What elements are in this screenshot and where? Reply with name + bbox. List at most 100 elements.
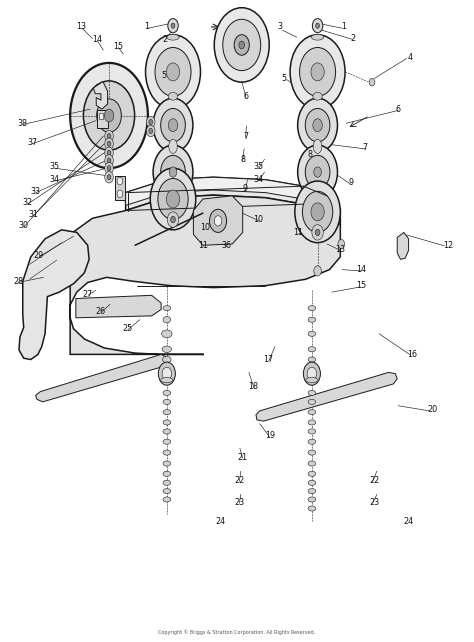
Circle shape: [311, 203, 324, 221]
Circle shape: [303, 362, 320, 385]
Circle shape: [314, 266, 321, 276]
Circle shape: [313, 119, 322, 132]
Text: 22: 22: [235, 476, 245, 485]
Text: 10: 10: [253, 215, 264, 224]
Text: 36: 36: [221, 241, 232, 250]
Text: 4: 4: [408, 53, 412, 62]
Circle shape: [169, 167, 177, 177]
Circle shape: [171, 23, 175, 28]
Bar: [97, 110, 108, 128]
Text: Copyright © Briggs & Stratton Corporation. All Rights Reserved.: Copyright © Briggs & Stratton Corporatio…: [158, 630, 316, 635]
Circle shape: [305, 155, 330, 189]
Circle shape: [107, 141, 111, 146]
Ellipse shape: [163, 471, 171, 476]
Circle shape: [83, 81, 135, 150]
Text: 6: 6: [243, 92, 248, 101]
Text: 33: 33: [30, 187, 41, 196]
Ellipse shape: [308, 357, 316, 362]
Circle shape: [311, 63, 324, 81]
Ellipse shape: [167, 34, 179, 40]
Circle shape: [153, 145, 193, 199]
Ellipse shape: [163, 429, 171, 434]
Ellipse shape: [308, 429, 316, 434]
Text: 14: 14: [92, 35, 102, 44]
Ellipse shape: [308, 306, 316, 311]
Circle shape: [312, 19, 323, 33]
Text: 9: 9: [243, 184, 248, 193]
Text: 16: 16: [407, 350, 418, 359]
Polygon shape: [93, 82, 108, 109]
Text: 20: 20: [427, 405, 438, 414]
Circle shape: [223, 19, 261, 71]
Circle shape: [105, 171, 113, 183]
Circle shape: [369, 78, 375, 86]
Ellipse shape: [308, 317, 316, 322]
Ellipse shape: [163, 317, 171, 323]
Ellipse shape: [162, 330, 172, 338]
Circle shape: [158, 362, 175, 385]
Ellipse shape: [163, 497, 171, 502]
Ellipse shape: [308, 439, 316, 444]
Circle shape: [107, 166, 111, 171]
Text: 24: 24: [215, 517, 226, 526]
Circle shape: [167, 212, 179, 227]
Text: 18: 18: [248, 382, 259, 391]
Text: 31: 31: [28, 210, 38, 219]
Ellipse shape: [163, 306, 171, 311]
Circle shape: [149, 119, 153, 125]
Ellipse shape: [308, 506, 316, 511]
Text: 26: 26: [95, 307, 106, 316]
Text: 6: 6: [396, 105, 401, 114]
Polygon shape: [397, 232, 409, 259]
Circle shape: [305, 108, 330, 142]
Circle shape: [166, 190, 180, 208]
Ellipse shape: [163, 410, 171, 415]
Circle shape: [290, 35, 345, 109]
Circle shape: [298, 98, 337, 152]
Ellipse shape: [306, 377, 318, 383]
Text: 2: 2: [163, 35, 167, 44]
Ellipse shape: [308, 471, 316, 476]
Text: 9: 9: [348, 178, 353, 187]
Text: 23: 23: [235, 498, 245, 507]
Circle shape: [105, 155, 113, 166]
Text: 23: 23: [369, 498, 380, 507]
Ellipse shape: [308, 410, 316, 415]
Text: 8: 8: [308, 150, 313, 159]
Ellipse shape: [308, 399, 316, 404]
Text: 5: 5: [161, 71, 166, 80]
Circle shape: [338, 239, 345, 248]
Circle shape: [107, 150, 111, 155]
Circle shape: [117, 177, 123, 185]
Text: 37: 37: [27, 138, 37, 147]
Polygon shape: [193, 196, 243, 245]
Ellipse shape: [308, 497, 316, 502]
Text: 1: 1: [341, 22, 346, 31]
Text: 5: 5: [282, 74, 287, 83]
Circle shape: [153, 98, 193, 152]
Text: 3: 3: [277, 22, 282, 31]
Text: 15: 15: [356, 281, 366, 290]
Circle shape: [166, 63, 180, 81]
Ellipse shape: [161, 377, 173, 383]
Circle shape: [150, 168, 196, 230]
Circle shape: [316, 23, 319, 28]
Circle shape: [70, 63, 148, 168]
Ellipse shape: [163, 461, 171, 466]
Text: 28: 28: [13, 277, 23, 286]
Circle shape: [162, 367, 172, 380]
Polygon shape: [76, 295, 161, 318]
Circle shape: [300, 48, 336, 96]
Ellipse shape: [308, 480, 316, 485]
Text: 34: 34: [253, 175, 264, 184]
Text: 7: 7: [243, 132, 248, 141]
Ellipse shape: [168, 92, 178, 100]
Polygon shape: [126, 177, 329, 205]
Bar: [115, 176, 125, 200]
Circle shape: [312, 225, 323, 240]
Circle shape: [307, 367, 317, 380]
Circle shape: [168, 19, 178, 33]
Text: 15: 15: [113, 42, 124, 51]
Circle shape: [315, 229, 320, 236]
Text: 32: 32: [22, 198, 33, 207]
